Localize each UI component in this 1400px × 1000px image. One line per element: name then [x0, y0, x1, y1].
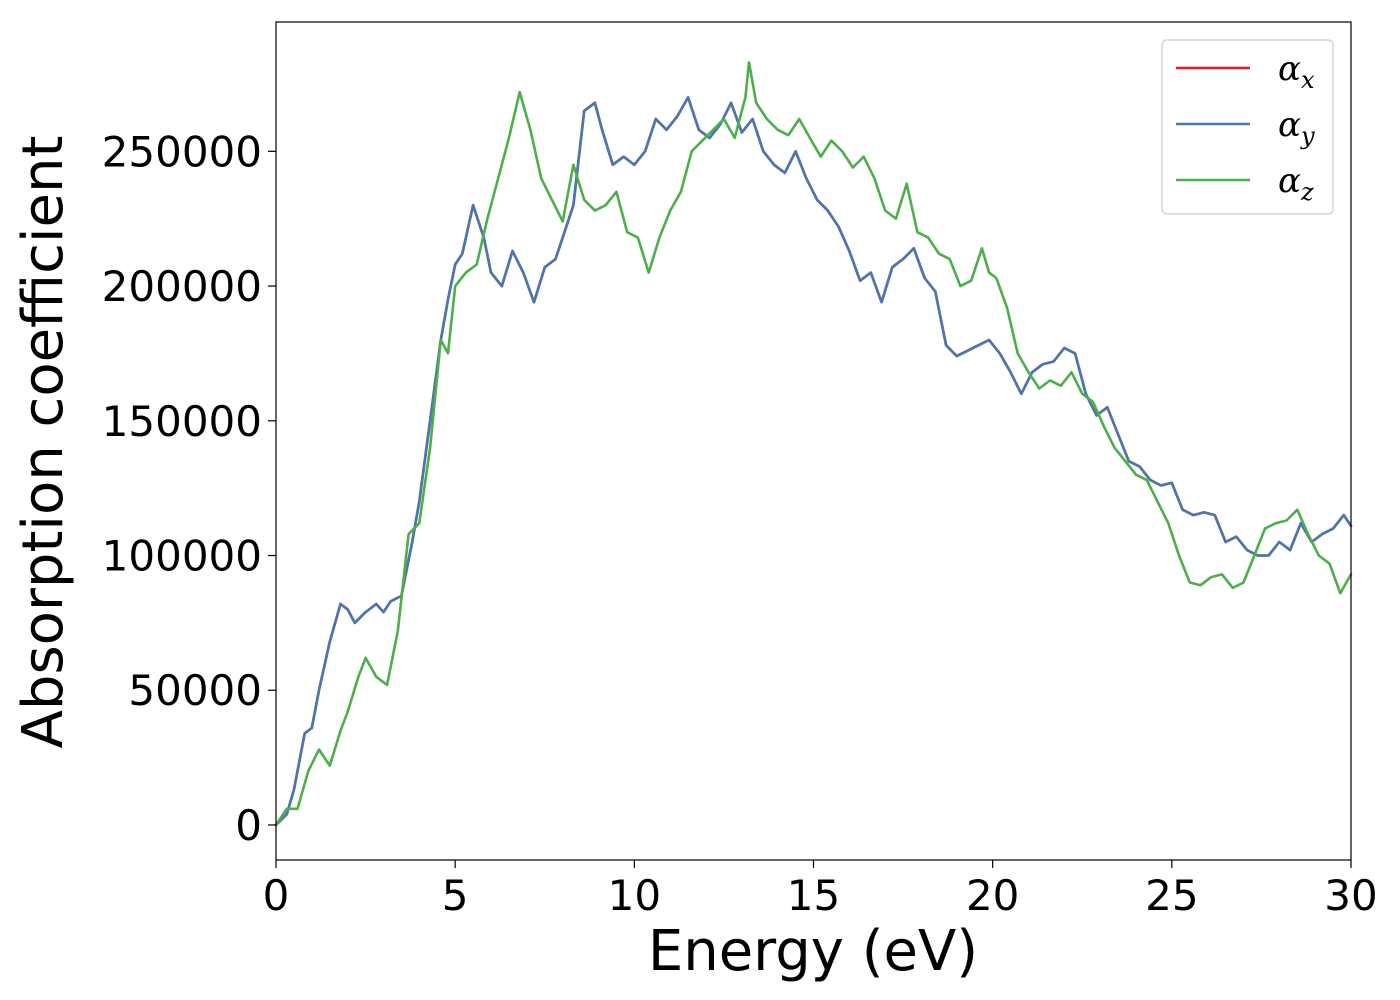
y-tick-label: 200000 [102, 262, 262, 311]
legend-subscript: z [1300, 178, 1314, 206]
legend-box [1161, 39, 1334, 215]
y-axis-title: Absorption coefficient [11, 136, 76, 749]
x-tick-label: 5 [442, 871, 469, 920]
series-line-alpha-y [274, 96, 1353, 827]
legend-subscript: x [1301, 66, 1315, 94]
x-axis-title: Energy (eV) [648, 919, 978, 984]
y-tick-label: 250000 [102, 127, 262, 176]
x-tick-label: 0 [263, 871, 290, 920]
x-tick-label: 10 [608, 871, 661, 920]
x-tick-label: 15 [787, 871, 840, 920]
y-axis-ticks: 0 50000 100000 150000 200000 250000 [102, 127, 276, 850]
y-tick-label: 0 [235, 801, 262, 850]
series-layer [274, 61, 1353, 827]
x-tick-label: 20 [966, 871, 1019, 920]
y-tick-label: 50000 [128, 666, 262, 715]
y-tick-label: 100000 [102, 532, 262, 581]
x-tick-label: 25 [1145, 871, 1198, 920]
legend-subscript: y [1300, 122, 1315, 150]
x-axis-ticks: 0 5 10 15 20 25 30 [263, 860, 1378, 920]
series-line-alpha-z [274, 61, 1353, 827]
y-tick-label: 150000 [102, 397, 262, 446]
x-tick-label: 30 [1324, 871, 1377, 920]
